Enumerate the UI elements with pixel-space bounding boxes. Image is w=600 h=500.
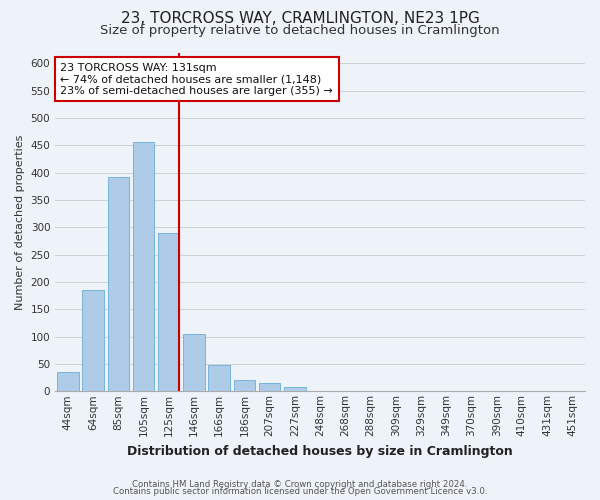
Text: Size of property relative to detached houses in Cramlington: Size of property relative to detached ho…: [100, 24, 500, 37]
Text: Contains HM Land Registry data © Crown copyright and database right 2024.: Contains HM Land Registry data © Crown c…: [132, 480, 468, 489]
Bar: [82, 290, 104, 392]
Bar: [233, 380, 255, 392]
Text: 23 TORCROSS WAY: 131sqm
← 74% of detached houses are smaller (1,148)
23% of semi: 23 TORCROSS WAY: 131sqm ← 74% of detache…: [61, 62, 333, 96]
Text: 23, TORCROSS WAY, CRAMLINGTON, NE23 1PG: 23, TORCROSS WAY, CRAMLINGTON, NE23 1PG: [121, 11, 479, 26]
Y-axis label: Number of detached properties: Number of detached properties: [15, 134, 25, 310]
Bar: [259, 383, 280, 392]
Bar: [284, 387, 305, 392]
Bar: [158, 233, 179, 392]
Bar: [562, 390, 583, 392]
Bar: [335, 390, 356, 392]
Bar: [183, 334, 205, 392]
Bar: [107, 176, 129, 392]
Bar: [133, 142, 154, 392]
Bar: [310, 390, 331, 392]
Text: Contains public sector information licensed under the Open Government Licence v3: Contains public sector information licen…: [113, 487, 487, 496]
Bar: [208, 365, 230, 392]
X-axis label: Distribution of detached houses by size in Cramlington: Distribution of detached houses by size …: [127, 444, 513, 458]
Bar: [57, 372, 79, 392]
